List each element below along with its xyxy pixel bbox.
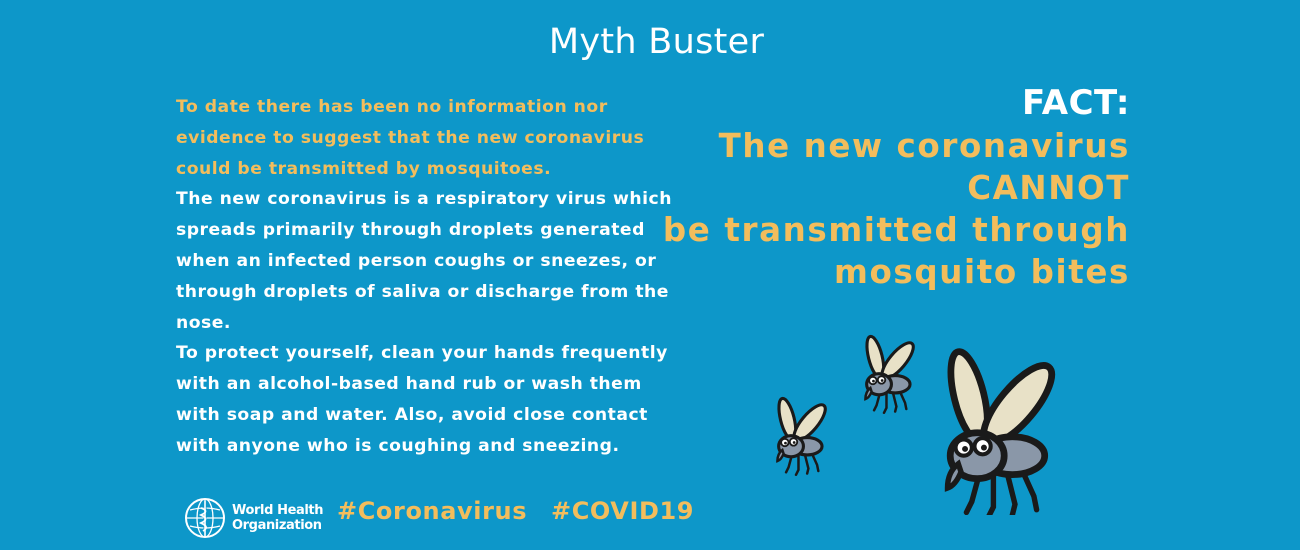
who-org-name: World Health Organization: [232, 503, 324, 533]
fact-line-1: The new coronavirus: [718, 127, 1130, 165]
who-name-line1: World Health: [232, 503, 324, 518]
fact-line-2: CANNOT: [967, 169, 1130, 207]
who-logo: World Health Organization: [183, 495, 324, 541]
hashtag-coronavirus: #Coronavirus: [337, 497, 528, 525]
small-mosquito-icon: [774, 395, 832, 477]
who-emblem-icon: [185, 498, 225, 538]
myth-explanation: To date there has been no information no…: [176, 92, 676, 462]
body-paragraph-protection: To protect yourself, clean your hands fr…: [176, 343, 668, 456]
who-name-line2: Organization: [232, 518, 322, 533]
medium-mosquito-icon: [862, 333, 920, 415]
cartoon-mosquitoes-illustration: [774, 333, 1100, 515]
hashtag-covid19: #COVID19: [551, 497, 695, 525]
fact-block: FACT: The new coronavirus CANNOT be tran…: [510, 82, 1130, 293]
body-paragraph-transmission: The new coronavirus is a respiratory vir…: [176, 189, 672, 333]
fact-line-3: be transmitted through: [662, 211, 1130, 249]
fact-label: FACT:: [1021, 83, 1130, 123]
large-mosquito-icon: [944, 348, 1063, 515]
page-title: Myth Buster: [548, 22, 765, 62]
fact-line-4: mosquito bites: [834, 253, 1130, 291]
intro-text: To date there has been no information no…: [176, 97, 645, 179]
